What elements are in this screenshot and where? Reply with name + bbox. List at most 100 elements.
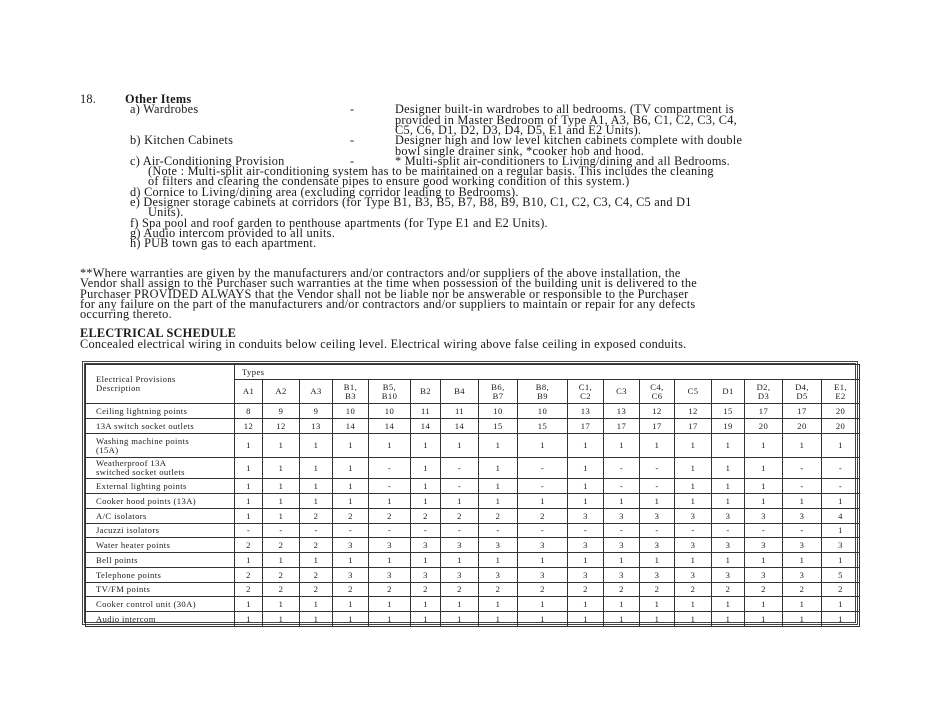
row-description: Jacuzzi isolators [85, 523, 235, 538]
table-cell: - [603, 457, 640, 479]
table-cell: 1 [603, 552, 640, 568]
table-cell: 1 [674, 478, 712, 494]
types-header-row: Electrical Provisions Description Types [85, 364, 861, 404]
table-cell: 1 [517, 493, 568, 509]
table-cell: 1 [440, 611, 479, 627]
table-row: 13A switch socket outlets 12 12 13 14 14 14 14 1… [85, 418, 861, 434]
row-description-text: Audio intercom [96, 613, 156, 624]
table-cell: 1 [478, 433, 518, 458]
table-cell: - [782, 478, 822, 494]
table-cell: 1 [234, 478, 263, 494]
table-cell: 1 [567, 493, 604, 509]
row-description-text: Jacuzzi isolators [96, 525, 160, 535]
row-description-text: Telephone points [96, 569, 162, 580]
table-cell: 1 [639, 596, 675, 612]
column-header-text: B6, [491, 381, 505, 392]
table-cell: 11 [440, 403, 479, 419]
table-cell: 17 [782, 403, 822, 419]
description-header-text: Electrical Provisions [96, 374, 176, 384]
table-cell: 1 [478, 596, 518, 612]
table-cell: 19 [711, 418, 745, 434]
table-cell: 1 [332, 433, 369, 458]
table-cell: 10 [478, 403, 518, 419]
table-cell: 12 [262, 418, 300, 434]
warranty-text: Vendor shall assign to the Purchaser suc… [80, 276, 697, 291]
table-row: Jacuzzi isolators - - - - - - - - - - - - - - - -1 [85, 523, 861, 538]
table-cell: 4 [820, 508, 861, 524]
table-cell: 13 [299, 418, 333, 434]
item-line: h) PUB town gas to each apartment. [130, 236, 317, 251]
item-dash: - [350, 102, 355, 117]
section-title: Other Items [125, 92, 192, 106]
row-description: Washing machine points (15A) [85, 433, 235, 458]
table-row: Weatherproof 13A switched socket outlets 1… [85, 457, 861, 479]
column-header-text: B2 [420, 386, 431, 396]
table-row: Audio intercom 1 1 1 1 1 1 1 1 1 1 1 1 1 1 1 1 1 [85, 611, 861, 627]
table-cell: 1 [674, 596, 712, 612]
column-header-text: A1 [242, 386, 255, 396]
table-cell: 1 [517, 552, 568, 568]
table-cell: 14 [440, 418, 479, 434]
table-cell: 3 [639, 537, 675, 553]
table-cell: 1 [820, 433, 861, 458]
table-cell: - [639, 478, 675, 494]
column-header-text: B5, [382, 381, 397, 392]
row-description: Telephone points [85, 567, 235, 583]
table-cell: 2 [711, 582, 745, 597]
table-cell: 1 [517, 611, 568, 627]
table-cell: 1 [782, 596, 822, 612]
table-cell: 3 [744, 567, 783, 583]
table-cell: 1 [744, 457, 783, 479]
row-description: TV/FM points [85, 582, 235, 597]
item-description: provided in Master Bedroom of Type A1, A… [395, 112, 737, 127]
table-cell: 2 [639, 582, 675, 597]
table-cell: 2 [440, 582, 479, 597]
table-cell: - [639, 457, 675, 479]
table-cell: 2 [262, 582, 300, 597]
column-header-text: C4, [650, 381, 664, 392]
column-header: C5 [674, 379, 712, 404]
table-cell: - [639, 523, 675, 538]
table-cell: 1 [299, 611, 333, 627]
table-cell: - [820, 457, 861, 479]
table-cell: 1 [368, 611, 411, 627]
table-cell: 1 [262, 478, 300, 494]
table-row: Cooker control unit (30A) 1 1 1 1 1 1 1 1 1 1 1 1 1 1 1… [85, 596, 861, 612]
table-cell: 3 [639, 567, 675, 583]
table-cell: 2 [332, 508, 369, 524]
table-cell: - [517, 478, 568, 494]
column-header-text: C3 [616, 386, 627, 396]
column-header-text: B9 [537, 390, 548, 401]
table-cell: 1 [410, 493, 441, 509]
item-line: (Note : Multi-split air-conditioning sys… [148, 164, 714, 179]
table-cell: 1 [234, 433, 263, 458]
item-description: Designer high and low level kitchen cabi… [395, 133, 743, 148]
table-cell: 2 [262, 537, 300, 553]
table-cell: 3 [603, 567, 640, 583]
table-cell: 1 [744, 596, 783, 612]
table-cell: 1 [603, 596, 640, 612]
table-cell: 1 [262, 596, 300, 612]
table-cell: 10 [332, 403, 369, 419]
table-cell: 1 [234, 596, 263, 612]
table-row: Washing machine points (15A) 1 1 1 1 1 1 1 1 1 1 1 1 1… [85, 433, 861, 458]
column-header: D2, D3 [744, 379, 783, 404]
table-row: Water heater points 2 2 2 3 3 3 3 3 3 3 3 3 3 3 3 3 3 [85, 537, 861, 553]
table-cell: 3 [332, 567, 369, 583]
row-description: Ceiling lightning points [85, 403, 235, 419]
table-cell: 2 [332, 582, 369, 597]
item-description: * Multi-split air-conditioners to Living… [395, 153, 731, 168]
table-cell: 14 [368, 418, 411, 434]
table-cell: 1 [711, 478, 745, 494]
table-cell: 1 [711, 433, 745, 458]
row-description: Audio intercom [85, 611, 235, 627]
item-description: bowl single drainer sink, *cooker hob an… [395, 143, 645, 158]
table-cell: 1 [262, 508, 300, 524]
column-header-text: C2 [580, 390, 591, 401]
row-description: Bell points [85, 552, 235, 568]
table-row: External lighting points 1 1 1 1-1-1-1- -1 1 1-… [85, 478, 861, 494]
table-cell: 2 [517, 508, 568, 524]
table-cell: 17 [674, 418, 712, 434]
table-cell: 3 [517, 567, 568, 583]
column-header: B2 [410, 379, 441, 404]
